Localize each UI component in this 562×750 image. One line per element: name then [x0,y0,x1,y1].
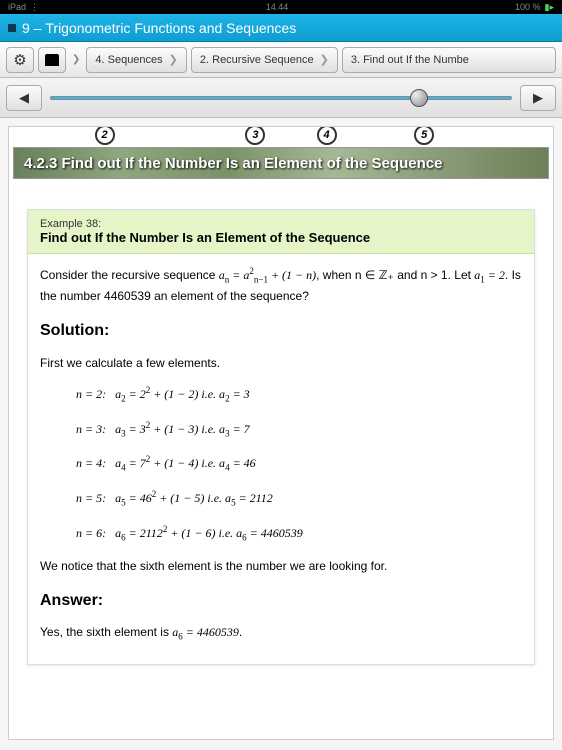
battery-icon: ▮▸ [545,2,554,13]
breadcrumb-recursive[interactable]: 2. Recursive Sequence ❯ [191,47,338,73]
status-left: iPad ⋮ [8,2,39,13]
eraser-icon [45,54,59,66]
prev-button[interactable]: ◀ [6,85,42,111]
chapter-title: Trigonometric Functions and Sequences [45,20,296,36]
solution-intro: First we calculate a few elements. [40,354,522,373]
page-content: Example 38: Find out If the Number Is an… [9,179,553,695]
crumb-label: 2. Recursive Sequence [200,54,314,66]
slider-tick: 2 [95,126,115,145]
toolbar: ⚙ ❯ 4. Sequences ❯ 2. Recursive Sequence… [0,42,562,78]
chevron-right-icon: ❯ [169,53,178,66]
example-label: Example 38: [40,218,522,230]
slider-track [50,96,512,100]
status-bar: iPad ⋮ 14.44 100 % ▮▸ [0,0,562,14]
solution-heading: Solution: [40,318,522,344]
triangle-right-icon: ▶ [533,90,543,106]
battery-pct: 100 % [515,2,541,12]
crumb-label: 3. Find out If the Numbe [351,54,469,66]
answer-text: Yes, the sixth element is a6 = 4460539. [40,623,522,644]
progress-slider[interactable] [50,85,512,111]
crumb-label: 4. Sequences [95,54,162,66]
solution-conclusion: We notice that the sixth element is the … [40,557,522,576]
formula-main: an = a2n−1 + (1 − n) [219,268,316,282]
carrier-label: iPad [8,2,26,12]
status-time: 14.44 [266,2,289,12]
slider-tick: 5 [414,126,434,145]
answer-heading: Answer: [40,588,522,614]
title-square-icon [8,24,16,32]
section-number: 4.2.3 [24,155,57,172]
calculation-line: n = 6: a6 = 21122 + (1 − 6) i.e. a6 = 44… [76,522,522,545]
calculation-line: n = 4: a4 = 72 + (1 − 4) i.e. a4 = 46 [76,452,522,475]
eraser-button[interactable] [38,47,66,73]
gear-icon: ⚙ [13,51,26,69]
chapter-title-bar: 9 – Trigonometric Functions and Sequence… [0,14,562,42]
slider-tick: 4 [317,126,337,145]
example-title: Find out If the Number Is an Element of … [40,230,522,245]
next-button[interactable]: ▶ [520,85,556,111]
calculation-list: n = 2: a2 = 22 + (1 − 2) i.e. a2 = 3 n = … [40,383,522,545]
wifi-icon: ⋮ [30,2,39,13]
section-title: Find out If the Number Is an Element of … [62,155,443,172]
slider-thumb[interactable] [410,89,428,107]
calculation-line: n = 5: a5 = 462 + (1 − 5) i.e. a5 = 2112 [76,487,522,510]
section-banner: 4.2.3 Find out If the Number Is an Eleme… [13,147,549,179]
slider-tick-row: 2345 [59,126,503,137]
content-area: 2345 4.2.3 Find out If the Number Is an … [8,126,554,740]
chapter-sep: – [30,20,46,36]
calculation-line: n = 3: a3 = 32 + (1 − 3) i.e. a3 = 7 [76,418,522,441]
example-body: Consider the recursive sequence an = a2n… [28,254,534,664]
slider-tick: 3 [245,126,265,145]
settings-button[interactable]: ⚙ [6,47,34,73]
breadcrumb-sequences[interactable]: 4. Sequences ❯ [86,47,187,73]
status-right: 100 % ▮▸ [515,2,554,13]
example-header: Example 38: Find out If the Number Is an… [28,210,534,254]
chapter-number: 9 [22,20,30,36]
example-intro: Consider the recursive sequence an = a2n… [40,264,522,306]
triangle-left-icon: ◀ [19,90,29,106]
nav-row: ◀ ▶ [0,78,562,118]
formula-initial: a1 = 2 [474,268,505,282]
answer-formula: a6 = 4460539 [172,625,239,639]
chevron-right-icon: ❯ [70,54,82,65]
example-box: Example 38: Find out If the Number Is an… [27,209,535,665]
chevron-right-icon: ❯ [320,53,329,66]
breadcrumb-current[interactable]: 3. Find out If the Numbe [342,47,556,73]
calculation-line: n = 2: a2 = 22 + (1 − 2) i.e. a2 = 3 [76,383,522,406]
